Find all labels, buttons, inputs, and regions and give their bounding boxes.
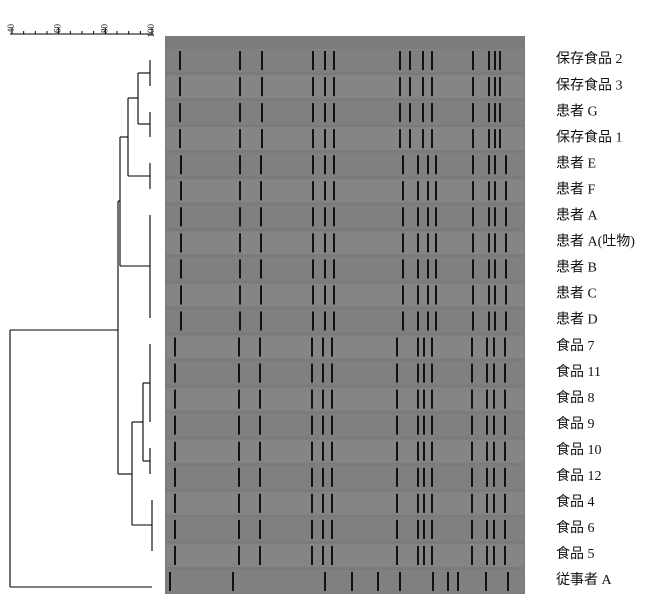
tick-label: 80 [99,24,109,34]
lane-label: 患者 A(吐物) [556,234,635,250]
lane-label: 患者 G [556,103,598,119]
pfge-diagram: 40 60 80 100 保存食品 2 保存食品 3 患者 G 保存食品 1 患者 E 患者 F… [0,0,670,594]
lane [166,362,524,385]
lane [166,49,524,72]
lane [166,440,524,463]
dendrogram [10,34,153,587]
lane [166,570,524,593]
lane-label: 食品 7 [556,337,595,354]
lane-label: 食品 6 [556,519,595,536]
lane-label: 患者 F [556,181,595,197]
scale-ticks: 40 60 80 100 [6,24,156,38]
lane-label: 患者 B [556,260,597,276]
lane-label: 患者 C [556,286,597,302]
lane [166,205,524,228]
lane [166,179,524,202]
lane [166,492,524,515]
lane [166,127,524,150]
lane-label: 患者 D [556,312,598,328]
lane-label: 患者 A [556,208,598,224]
lane-label: 保存食品 2 [556,50,623,67]
gel-bands [166,49,524,593]
lane [166,544,524,567]
lane-label: 従事者 A [556,572,612,588]
tick-label: 60 [53,24,63,34]
lane-labels: 保存食品 2 保存食品 3 患者 G 保存食品 1 患者 E 患者 F 患者 A 患者 A(吐… [556,50,635,588]
lane [166,153,524,176]
lane [166,336,524,359]
lane [166,309,524,332]
lane-label: 保存食品 3 [556,76,623,93]
lane-label: 食品 12 [556,467,602,484]
lane [166,283,524,306]
lane-label: 食品 11 [556,363,601,380]
lane [166,518,524,541]
page: 40 60 80 100 保存食品 2 保存食品 3 患者 G 保存食品 1 患者 E 患者 F… [0,0,670,594]
lane-label: 食品 5 [556,545,595,562]
lane-label: 食品 4 [556,493,595,510]
lane [166,414,524,437]
lane [166,257,524,280]
lane [166,388,524,411]
tick-label: 100 [146,24,156,38]
lane [166,231,524,254]
lane [166,466,524,489]
lane [166,101,524,124]
lane-label: 食品 8 [556,389,595,406]
lane-label: 食品 10 [556,441,602,458]
tick-label: 40 [6,24,16,34]
lane-label: 保存食品 1 [556,128,623,145]
lane-label: 食品 9 [556,415,595,432]
lane [166,75,524,98]
lane-label: 患者 E [556,155,596,171]
